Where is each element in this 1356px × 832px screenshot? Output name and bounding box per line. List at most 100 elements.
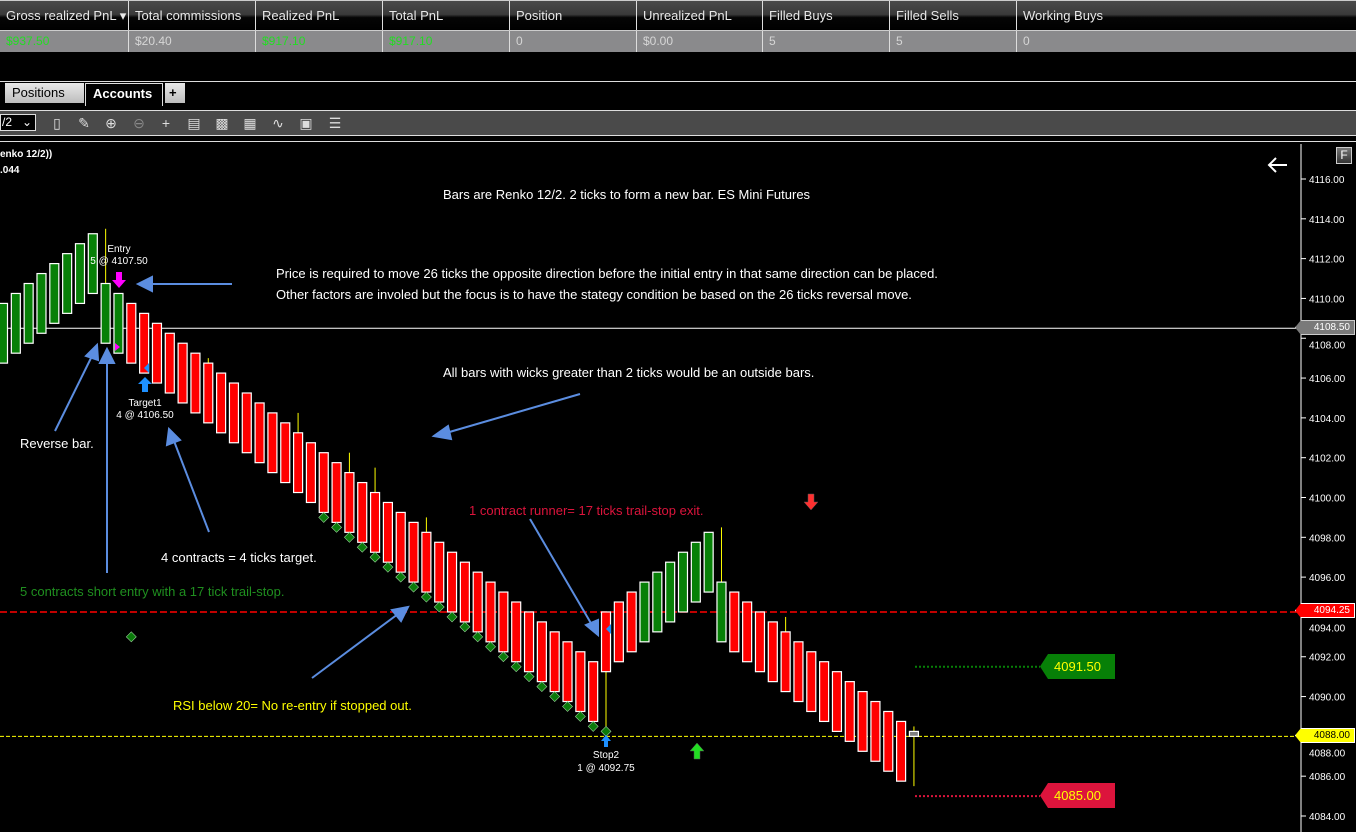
stop-fill-triangle-icon bbox=[606, 624, 611, 634]
cell-working-buys: 0 bbox=[1016, 31, 1356, 52]
up-bar bbox=[677, 551, 689, 613]
zoom-in-icon[interactable]: ⊕ bbox=[105, 115, 117, 131]
up-bar bbox=[10, 292, 21, 354]
cell-realized-pnl: $917.10 bbox=[255, 31, 382, 52]
arrowhead-icon bbox=[165, 426, 182, 447]
trail-stop-diamond bbox=[459, 621, 471, 633]
down-bar bbox=[883, 710, 894, 772]
drawing-pencil-icon[interactable]: ✎ bbox=[78, 115, 90, 131]
trail-stop-diamond bbox=[382, 561, 394, 573]
down-bar bbox=[588, 661, 599, 723]
down-bar bbox=[164, 332, 175, 394]
tab-accounts[interactable]: Accounts bbox=[85, 83, 163, 106]
down-bar bbox=[819, 661, 830, 723]
reverse-bar-note: Reverse bar. bbox=[20, 436, 94, 451]
down-bar bbox=[382, 501, 393, 563]
trail-stop-diamond bbox=[536, 681, 548, 693]
target-arrow-icon bbox=[138, 377, 152, 392]
column-total-commissions[interactable]: Total commissions bbox=[128, 1, 255, 31]
properties-icon[interactable]: ▣ bbox=[299, 115, 313, 131]
up-bar bbox=[87, 233, 98, 295]
axis-tick-label: 4102.00 bbox=[1309, 454, 1346, 465]
target-order-label[interactable]: 4091.50 bbox=[1040, 654, 1115, 679]
chart-trader-icon[interactable]: ▩ bbox=[215, 115, 229, 131]
data-box-icon[interactable]: ▤ bbox=[187, 115, 201, 131]
indicators-icon[interactable]: ▦ bbox=[243, 115, 257, 131]
buy-signal-arrow-icon bbox=[689, 742, 705, 760]
sort-dropdown-icon[interactable]: ▾ bbox=[119, 8, 127, 23]
tab-positions[interactable]: Positions bbox=[5, 83, 84, 103]
column-total-pnl[interactable]: Total PnL bbox=[382, 1, 509, 31]
crosshair-icon[interactable]: + bbox=[161, 115, 171, 131]
account-row[interactable]: $937.50 $20.40 $917.10 $917.10 0 $0.00 5… bbox=[0, 30, 1356, 52]
column-position[interactable]: Position bbox=[509, 1, 636, 31]
column-filled-buys[interactable]: Filled Buys bbox=[762, 1, 889, 31]
fractal-button[interactable]: F bbox=[1336, 147, 1352, 164]
entry-note: 5 contracts short entry with a 17 tick t… bbox=[20, 584, 285, 599]
column-working-buys[interactable]: Working Buys bbox=[1016, 1, 1356, 31]
arrowhead-icon bbox=[431, 424, 453, 441]
bars bbox=[0, 228, 920, 787]
up-bar bbox=[113, 292, 124, 354]
down-bar bbox=[870, 700, 881, 762]
axis-tick-label: 4114.00 bbox=[1309, 215, 1345, 226]
column-gross-realized-pnl[interactable]: Gross realized PnL ▾ bbox=[0, 1, 128, 31]
down-bar bbox=[395, 511, 406, 573]
trail-stop-diamond bbox=[433, 601, 445, 613]
account-grid-header: Gross realized PnL ▾ Total commissions R… bbox=[0, 0, 1356, 31]
down-bar bbox=[241, 392, 252, 454]
down-bar bbox=[895, 720, 907, 782]
arrowhead-icon bbox=[584, 618, 599, 638]
up-bar bbox=[74, 243, 86, 305]
column-filled-sells[interactable]: Filled Sells bbox=[889, 1, 1016, 31]
axis-tick-label: 4110.00 bbox=[1309, 294, 1345, 305]
down-bar bbox=[626, 591, 637, 653]
execution-markers bbox=[112, 272, 819, 760]
down-bar bbox=[575, 651, 586, 713]
up-bar bbox=[716, 581, 727, 643]
axis-tick-label: 4104.00 bbox=[1309, 414, 1346, 425]
chart-panel[interactable]: 4116.00 4114.00 4112.00 4110.00 4108.00 4106.… bbox=[0, 141, 1356, 832]
down-bar bbox=[369, 491, 381, 553]
down-bar bbox=[151, 322, 163, 384]
bar-type-value: /2 bbox=[2, 115, 13, 129]
down-bar bbox=[831, 671, 843, 732]
down-bar bbox=[344, 472, 355, 533]
down-bar bbox=[562, 641, 573, 703]
entry-fill-label: 5 @ 4107.50 bbox=[90, 256, 148, 267]
zoom-out-icon[interactable]: ⊖ bbox=[133, 115, 145, 131]
column-unrealized-pnl[interactable]: Unrealized PnL bbox=[636, 1, 762, 31]
stop-price-marker: 4094.25 bbox=[1295, 603, 1355, 618]
down-bar bbox=[806, 651, 817, 713]
down-bar bbox=[844, 681, 855, 742]
cell-unrealized-pnl: $0.00 bbox=[636, 31, 762, 52]
trail-stop-diamond bbox=[472, 631, 484, 643]
sell-signal-arrow-icon bbox=[803, 493, 819, 511]
entry-arrow-icon bbox=[112, 272, 126, 288]
trail-stop-diamond bbox=[587, 720, 599, 732]
stop-order-label[interactable]: 4085.00 bbox=[1040, 783, 1115, 808]
up-bar bbox=[652, 571, 663, 633]
target-label: Target1 bbox=[128, 398, 162, 409]
column-realized-pnl[interactable]: Realized PnL bbox=[255, 1, 382, 31]
arrowhead-icon bbox=[98, 346, 116, 364]
strategies-icon[interactable]: ∿ bbox=[272, 115, 284, 131]
renko-chart[interactable]: 4116.00 4114.00 4112.00 4110.00 4108.00 4106.… bbox=[0, 142, 1356, 832]
arrow-outside-bars bbox=[445, 393, 581, 434]
down-bar bbox=[292, 432, 304, 494]
axis-tick-label: 4094.00 bbox=[1309, 624, 1346, 635]
back-arrow-icon[interactable] bbox=[1267, 157, 1287, 173]
trail-stop-diamond bbox=[369, 551, 381, 563]
outside-bars-note: All bars with wicks greater than 2 ticks… bbox=[443, 365, 815, 380]
up-bar bbox=[703, 531, 714, 593]
bar-type-icon[interactable]: ▯ bbox=[53, 115, 61, 131]
column-label: Gross realized PnL bbox=[6, 8, 117, 23]
target-fill-label: 4 @ 4106.50 bbox=[116, 410, 174, 421]
arrow-runner bbox=[529, 518, 593, 626]
stop-label: Stop2 bbox=[592, 750, 620, 761]
price-axis[interactable]: 4116.00 4114.00 4112.00 4110.00 4108.00 4106.… bbox=[1301, 175, 1346, 823]
arrow-rsi bbox=[311, 613, 399, 679]
bar-type-select[interactable]: /2 ⌄ bbox=[0, 114, 36, 131]
add-tab-button[interactable]: + bbox=[165, 83, 185, 103]
object-list-icon[interactable]: ☰ bbox=[328, 115, 342, 131]
